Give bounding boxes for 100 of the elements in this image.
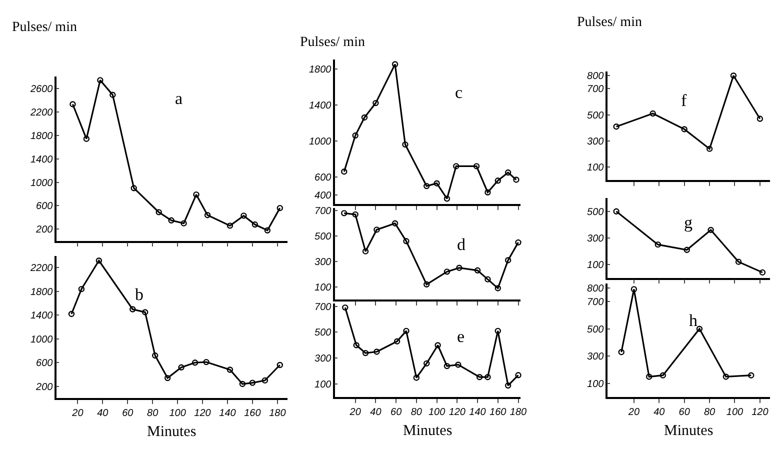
point — [362, 248, 369, 254]
y-tick-label: 1400 — [308, 100, 332, 112]
y-tick-label: 200 — [35, 224, 54, 236]
point — [226, 222, 234, 229]
point — [613, 124, 620, 130]
point — [402, 141, 408, 148]
point — [444, 268, 450, 275]
y-tick-label: 2600 — [29, 84, 54, 95]
x-tick-label: 100 — [169, 408, 186, 419]
text: d — [457, 235, 466, 254]
text: f — [681, 91, 687, 110]
y-tick-label: 1800 — [30, 130, 54, 142]
point — [362, 350, 369, 356]
y-tick-label: 300 — [314, 354, 332, 365]
point — [424, 360, 430, 367]
point — [130, 306, 136, 312]
x-tick-label: 160 — [244, 408, 262, 419]
point — [748, 372, 754, 378]
x-tick-label: 40 — [370, 406, 382, 418]
point — [618, 349, 624, 356]
y-axis-title: Pulses/ min — [12, 20, 77, 35]
x-tick-label: 20 — [71, 408, 84, 419]
point — [413, 374, 420, 381]
x-tick-label: 120 — [448, 406, 466, 418]
y-tick-label: 300 — [587, 352, 604, 363]
y-tick-label: 700 — [314, 302, 332, 313]
point — [180, 220, 187, 226]
y-tick-label: 600 — [36, 358, 54, 370]
point — [474, 267, 481, 274]
point — [96, 258, 102, 264]
y-tick-label: 100 — [587, 260, 604, 271]
point — [730, 72, 737, 79]
x-axis-title: Minutes — [147, 424, 196, 440]
y-tick-label: 2200 — [29, 263, 54, 274]
x-tick-label: 60 — [390, 406, 402, 418]
point — [444, 362, 450, 370]
x-axis-title: Minutes — [403, 423, 452, 439]
y-tick-label: 300 — [587, 136, 604, 148]
y-tick-label: 100 — [587, 162, 604, 174]
x-tick-label: 20 — [348, 406, 362, 418]
x-tick-label: 140 — [219, 408, 236, 419]
point — [434, 180, 440, 186]
point — [722, 374, 730, 380]
point — [68, 310, 75, 318]
point — [83, 136, 90, 142]
point — [403, 238, 410, 244]
point — [168, 217, 174, 224]
point — [341, 168, 348, 175]
point — [453, 163, 460, 170]
point — [650, 110, 656, 117]
y-tick-label: 800 — [587, 71, 604, 82]
point — [484, 189, 491, 196]
point — [735, 258, 742, 265]
point — [630, 286, 638, 292]
point — [252, 221, 258, 228]
point — [515, 372, 522, 378]
text: h — [689, 311, 698, 330]
x-axis-title: Minutes — [664, 423, 714, 439]
y-tick-label: 1000 — [30, 178, 54, 189]
x-tick-label: 140 — [469, 406, 486, 418]
point — [696, 326, 703, 332]
point — [494, 328, 501, 334]
point — [473, 163, 480, 170]
x-tick-label: 60 — [122, 408, 134, 419]
text: e — [457, 327, 465, 346]
x-tick-label: 100 — [428, 406, 446, 418]
x-tick-label: 80 — [147, 408, 159, 419]
point — [504, 382, 512, 389]
y-tick-label: 1400 — [30, 310, 54, 322]
y-tick-label: 500 — [314, 232, 332, 243]
y-axis-title: Pulses/ min — [577, 15, 642, 30]
point — [142, 309, 148, 316]
y-tick-label: 1400 — [30, 154, 54, 166]
point — [484, 374, 491, 380]
y-tick-label: 100 — [314, 380, 332, 391]
y-tick-label: 500 — [587, 324, 604, 336]
x-tick-label: 160 — [490, 406, 507, 418]
point — [276, 362, 284, 368]
point — [341, 210, 348, 216]
point — [756, 116, 764, 122]
y-tick-label: 700 — [587, 84, 604, 96]
y-tick-label: 200 — [35, 382, 54, 393]
point — [444, 196, 450, 202]
point — [164, 374, 171, 382]
point — [660, 372, 666, 378]
text: b — [135, 285, 144, 304]
point — [78, 286, 85, 292]
point — [249, 380, 256, 386]
y-tick-label: 600 — [36, 201, 54, 212]
point — [240, 212, 247, 219]
point — [392, 61, 398, 68]
point — [352, 211, 358, 218]
x-tick-label: 180 — [269, 408, 286, 419]
point — [681, 126, 688, 132]
point — [156, 209, 162, 216]
point — [476, 374, 483, 380]
point — [706, 146, 713, 152]
y-tick-label: 500 — [587, 110, 604, 122]
y-tick-label: 1000 — [30, 334, 54, 346]
point — [684, 246, 690, 253]
